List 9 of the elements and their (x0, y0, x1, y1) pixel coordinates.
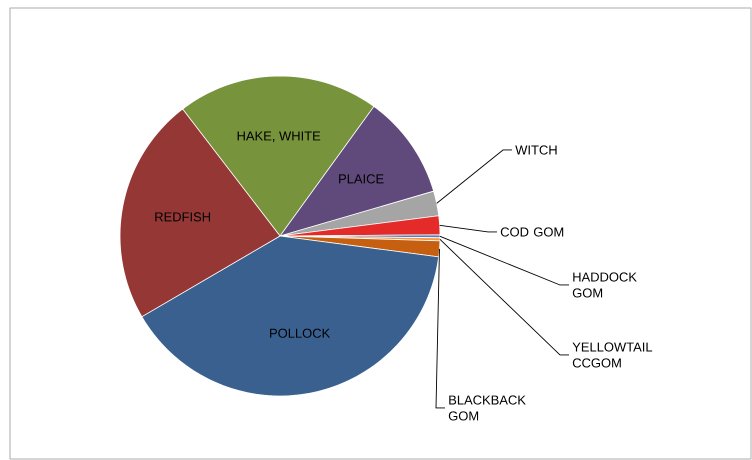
slice-label: BLACKBACK GOM (448, 395, 526, 421)
slice-label: COD GOM (500, 227, 564, 237)
slice-label: WITCH (515, 145, 557, 155)
slice-label: HADDOCK GOM (572, 272, 637, 298)
slice-label: YELLOWTAIL CCGOM (572, 342, 652, 368)
slice-label: HAKE, WHITE (238, 132, 320, 142)
slice-label: REDFISH (155, 212, 210, 222)
slice-label: POLLOCK (270, 328, 330, 338)
slice-label: PLAICE (339, 174, 384, 184)
